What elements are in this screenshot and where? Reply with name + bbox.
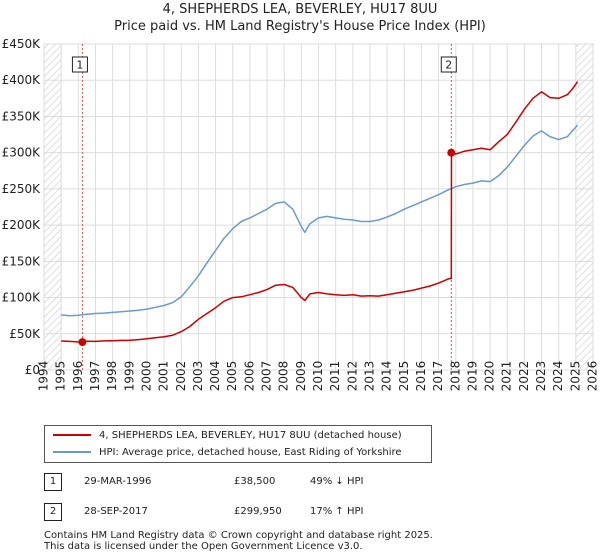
- transaction-label-box: [71, 56, 88, 73]
- x-tick-label: 2008: [277, 361, 291, 392]
- x-tick-label: 2014: [380, 361, 394, 392]
- chart-title: 4, SHEPHERDS LEA, BEVERLEY, HU17 8UU: [163, 2, 438, 17]
- series-line: [61, 81, 579, 343]
- x-tick-label: 1997: [88, 361, 102, 392]
- x-tick-label: 1994: [37, 361, 51, 392]
- y-tick-label: £0: [25, 363, 40, 377]
- x-tick-label: 2021: [500, 361, 514, 392]
- hatch-region: [575, 44, 593, 370]
- x-tick-label: 2025: [568, 361, 582, 392]
- transaction-price: £299,950: [234, 506, 282, 517]
- x-tick-label: 2007: [260, 361, 274, 392]
- x-tick-label: 2023: [534, 361, 548, 392]
- y-tick-label: £350K: [2, 109, 42, 123]
- x-tick-label: 2002: [174, 361, 188, 392]
- footer: Contains HM Land Registry data © Crown c…: [44, 530, 433, 552]
- x-tick-label: 2013: [362, 361, 376, 392]
- x-tick-label: 2017: [431, 361, 445, 392]
- x-tick-label: 1996: [71, 361, 85, 392]
- y-tick-label: £400K: [2, 73, 42, 87]
- legend-label-property: 4, SHEPHERDS LEA, BEVERLEY, HU17 8UU (de…: [99, 430, 402, 441]
- x-tick-label: 2020: [483, 361, 497, 392]
- x-tick-label: 2019: [465, 361, 479, 392]
- legend-item-hpi: HPI: Average price, detached house, East…: [53, 445, 402, 461]
- series-lines: [61, 81, 579, 343]
- y-tick-label: £250K: [2, 182, 42, 196]
- x-tick-label: 2004: [208, 361, 222, 392]
- hatch-region: [44, 44, 62, 370]
- legend: 4, SHEPHERDS LEA, BEVERLEY, HU17 8UU (de…: [44, 425, 432, 463]
- x-tick-label: 2006: [242, 361, 256, 392]
- transaction-price: £38,500: [234, 476, 276, 487]
- x-tick-label: 2000: [139, 361, 153, 392]
- transaction-date: 28-SEP-2017: [84, 506, 148, 517]
- legend-swatch-property: [53, 434, 91, 436]
- legend-swatch-hpi: [53, 451, 91, 453]
- x-tick-label: 2026: [586, 361, 600, 392]
- x-tick-label: 1998: [105, 361, 119, 392]
- x-tick-label: 2024: [551, 361, 565, 392]
- chart-subtitle: Price paid vs. HM Land Registry's House …: [114, 19, 486, 34]
- transaction-label: 2: [445, 59, 452, 72]
- y-tick-label: £450K: [2, 37, 42, 51]
- x-tick-label: 2016: [414, 361, 428, 392]
- transaction-badge: 2: [44, 503, 62, 521]
- x-tick-label: 2012: [345, 361, 359, 392]
- hatch-regions: [44, 44, 593, 370]
- y-tick-label: £100K: [2, 291, 42, 305]
- transaction-date: 29-MAR-1996: [84, 476, 152, 487]
- transaction-badge: 1: [44, 473, 62, 491]
- series-line: [61, 124, 579, 317]
- y-tick-label: £50K: [9, 327, 41, 341]
- transaction-point: [447, 148, 456, 157]
- x-tick-label: 2022: [517, 361, 531, 392]
- x-tick-label: 2015: [397, 361, 411, 392]
- x-tick-label: 2003: [191, 361, 205, 392]
- transaction-point: [78, 338, 87, 347]
- transaction-hpi: 49% ↓ HPI: [310, 476, 364, 487]
- transaction-label: 1: [76, 59, 83, 72]
- y-tick-label: £150K: [2, 254, 42, 268]
- y-axis-ticks: £0 £50K £100K £150K £200K £250K £300K £350K £400…: [2, 37, 42, 377]
- price-chart: 4, SHEPHERDS LEA, BEVERLEY, HU17 8UU Pri…: [2, 2, 600, 392]
- legend-label-hpi: HPI: Average price, detached house, East…: [99, 447, 402, 458]
- y-tick-label: £300K: [2, 146, 42, 160]
- transaction-label-box: [440, 56, 457, 73]
- x-tick-label: 2009: [294, 361, 308, 392]
- footer-copyright: Contains HM Land Registry data © Crown c…: [44, 530, 433, 541]
- x-tick-label: 2001: [157, 361, 171, 392]
- y-tick-label: £200K: [2, 218, 42, 232]
- x-tick-label: 1999: [122, 361, 136, 392]
- x-axis-ticks: 1994 1995 1996 1997 1998 1999 2000 2001 2002 2003…: [37, 361, 600, 392]
- x-tick-label: 2018: [448, 361, 462, 392]
- x-tick-label: 2005: [225, 361, 239, 392]
- footer-licence: This data is licensed under the Open Gov…: [44, 541, 363, 552]
- x-tick-label: 2011: [328, 361, 342, 392]
- transaction-hpi: 17% ↑ HPI: [310, 506, 364, 517]
- x-tick-label: 2010: [311, 361, 325, 392]
- x-tick-label: 1995: [54, 361, 68, 392]
- legend-item-property: 4, SHEPHERDS LEA, BEVERLEY, HU17 8UU (de…: [53, 428, 402, 444]
